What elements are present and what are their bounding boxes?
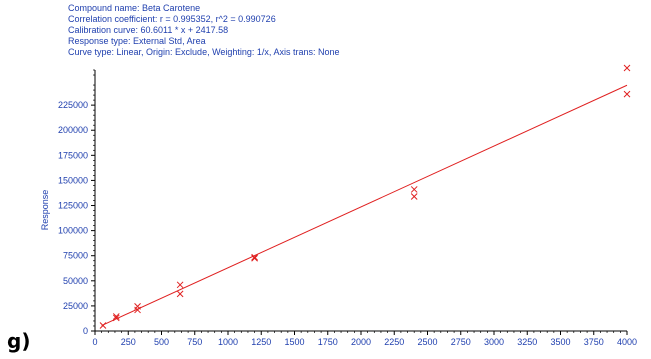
y-tick-label: 75000 xyxy=(63,251,88,261)
data-point-stroke xyxy=(251,253,258,261)
x-tick-label: 2500 xyxy=(417,337,437,347)
data-point xyxy=(410,193,418,200)
x-tick-label: 0 xyxy=(92,337,97,347)
correlation-line: Correlation coefficient: r = 0.995352, r… xyxy=(68,14,276,24)
data-point-stroke xyxy=(112,313,120,320)
data-point-stroke xyxy=(176,290,184,298)
data-point xyxy=(410,186,418,193)
data-point xyxy=(176,290,184,298)
y-tick-label: 50000 xyxy=(63,276,88,286)
y-tick-label: 200000 xyxy=(58,125,88,135)
data-point-stroke xyxy=(410,186,418,193)
data-point-stroke xyxy=(251,254,258,262)
compound-name-line: Compound name: Beta Carotene xyxy=(68,3,201,13)
data-point-stroke xyxy=(134,303,141,310)
x-tick-label: 750 xyxy=(187,337,202,347)
data-point xyxy=(134,303,141,310)
x-tick-label: 4000 xyxy=(617,337,637,347)
data-point-stroke xyxy=(176,281,184,289)
x-tick-label: 1500 xyxy=(284,337,304,347)
y-tick-label: 175000 xyxy=(58,150,88,160)
data-point xyxy=(251,254,258,262)
y-tick-label: 125000 xyxy=(58,201,88,211)
data-point xyxy=(623,64,631,72)
panel-label: g) xyxy=(7,329,31,353)
calibration-curve-line: Calibration curve: 60.6011 * x + 2417.58 xyxy=(68,25,229,35)
y-tick-label: 0 xyxy=(83,326,88,336)
x-tick-label: 2250 xyxy=(384,337,404,347)
x-tick-label: 500 xyxy=(154,337,169,347)
y-tick-label: 225000 xyxy=(58,100,88,110)
y-tick-label: 25000 xyxy=(63,301,88,311)
chart-header: Compound name: Beta Carotene Correlation… xyxy=(68,3,628,58)
x-tick-label: 1250 xyxy=(251,337,271,347)
data-point xyxy=(623,90,631,98)
calibration-fit-line xyxy=(101,84,628,326)
data-point-stroke xyxy=(112,314,120,322)
data-point-stroke xyxy=(623,64,631,72)
y-axis-label: Response xyxy=(40,190,50,231)
x-tick-label: 2000 xyxy=(351,337,371,347)
x-tick-label: 1000 xyxy=(218,337,238,347)
x-tick-label: 250 xyxy=(121,337,136,347)
x-tick-label: 3750 xyxy=(584,337,604,347)
x-tick-label: 3000 xyxy=(484,337,504,347)
data-point-stroke xyxy=(99,322,107,329)
data-point xyxy=(112,314,120,322)
data-point xyxy=(99,322,107,329)
data-point xyxy=(176,281,184,289)
y-tick-label: 100000 xyxy=(58,226,88,236)
x-tick-label: 1750 xyxy=(318,337,338,347)
data-point xyxy=(251,253,258,261)
data-point-stroke xyxy=(410,193,418,200)
data-point xyxy=(112,313,120,320)
x-tick-label: 2750 xyxy=(451,337,471,347)
data-point-stroke xyxy=(623,90,631,98)
fit-line-group xyxy=(101,84,628,326)
curve-type-line: Curve type: Linear, Origin: Exclude, Wei… xyxy=(68,47,340,57)
x-tick-label: 3250 xyxy=(517,337,537,347)
response-type-line: Response type: External Std, Area xyxy=(68,36,206,46)
axis-ticks: 0 250 500 750 1000 1250 1500 1750 2000 2250 2500 27… xyxy=(58,69,637,347)
data-points xyxy=(99,64,631,329)
x-tick-label: 3500 xyxy=(550,337,570,347)
y-tick-label: 150000 xyxy=(58,175,88,185)
